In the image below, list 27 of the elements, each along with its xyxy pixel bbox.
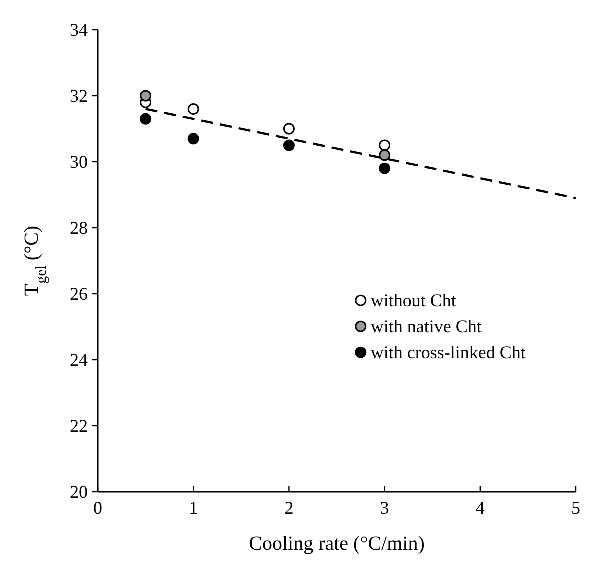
y-tick-label: 30 — [70, 152, 88, 172]
x-tick-label: 3 — [380, 498, 390, 518]
point — [379, 162, 391, 174]
y-tick-label: 32 — [70, 86, 88, 106]
point — [140, 113, 152, 125]
legend-label: with cross-linked Cht — [370, 342, 526, 363]
y-tick-label: 24 — [70, 350, 88, 370]
legend-label: without Cht — [370, 290, 456, 311]
y-tick-label: 22 — [70, 416, 88, 436]
y-tick-label: 28 — [70, 218, 88, 238]
x-axis-title: Cooling rate (°C/min) — [249, 533, 425, 555]
point — [140, 90, 152, 102]
point — [188, 133, 200, 145]
point — [379, 150, 391, 162]
point — [283, 123, 295, 135]
y-tick-label: 26 — [70, 284, 88, 304]
point — [188, 103, 200, 115]
x-tick-label: 2 — [284, 498, 294, 518]
y-tick-label: 34 — [70, 20, 88, 40]
point — [379, 140, 391, 152]
x-tick-label: 1 — [189, 498, 198, 518]
x-tick-label: 4 — [476, 498, 485, 518]
y-tick-label: 20 — [70, 482, 88, 502]
point — [283, 140, 295, 152]
x-tick-label: 0 — [94, 498, 102, 518]
legend-label: with native Cht — [370, 316, 482, 337]
x-tick-label: 5 — [572, 498, 580, 518]
